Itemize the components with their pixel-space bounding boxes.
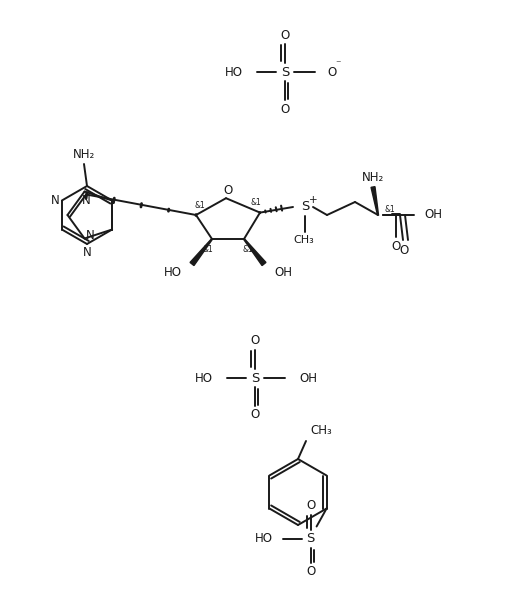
Text: O: O: [250, 409, 259, 422]
Text: NH₂: NH₂: [361, 170, 383, 184]
Polygon shape: [370, 187, 378, 215]
Text: OH: OH: [274, 266, 291, 279]
Text: N: N: [50, 194, 59, 207]
Text: CH₃: CH₃: [293, 235, 314, 245]
Text: &1: &1: [242, 244, 253, 253]
Text: S: S: [306, 532, 314, 545]
Text: S: S: [280, 65, 289, 78]
Text: O: O: [280, 28, 289, 41]
Text: HO: HO: [164, 266, 182, 279]
Text: &1: &1: [194, 200, 205, 210]
Text: O: O: [398, 243, 408, 256]
Text: NH₂: NH₂: [73, 147, 95, 160]
Text: &1: &1: [202, 244, 213, 253]
Text: O: O: [306, 565, 315, 578]
Text: O: O: [223, 184, 232, 197]
Text: O: O: [326, 65, 336, 78]
Text: N: N: [86, 229, 95, 242]
Text: &1: &1: [384, 204, 394, 213]
Text: HO: HO: [194, 372, 213, 385]
Text: OH: OH: [298, 372, 316, 385]
Polygon shape: [243, 239, 266, 266]
Text: S: S: [250, 372, 259, 385]
Text: &1: &1: [250, 198, 261, 207]
Text: +: +: [308, 195, 317, 205]
Text: O: O: [306, 499, 315, 512]
Text: S: S: [300, 200, 309, 213]
Text: N: N: [82, 194, 91, 207]
Text: OH: OH: [423, 209, 441, 221]
Text: O: O: [280, 102, 289, 115]
Text: HO: HO: [254, 532, 272, 545]
Text: ⁻: ⁻: [334, 59, 340, 69]
Polygon shape: [190, 239, 212, 266]
Text: O: O: [390, 240, 400, 253]
Text: O: O: [250, 335, 259, 348]
Text: N: N: [82, 246, 91, 259]
Text: HO: HO: [225, 65, 242, 78]
Text: CH₃: CH₃: [310, 425, 331, 438]
